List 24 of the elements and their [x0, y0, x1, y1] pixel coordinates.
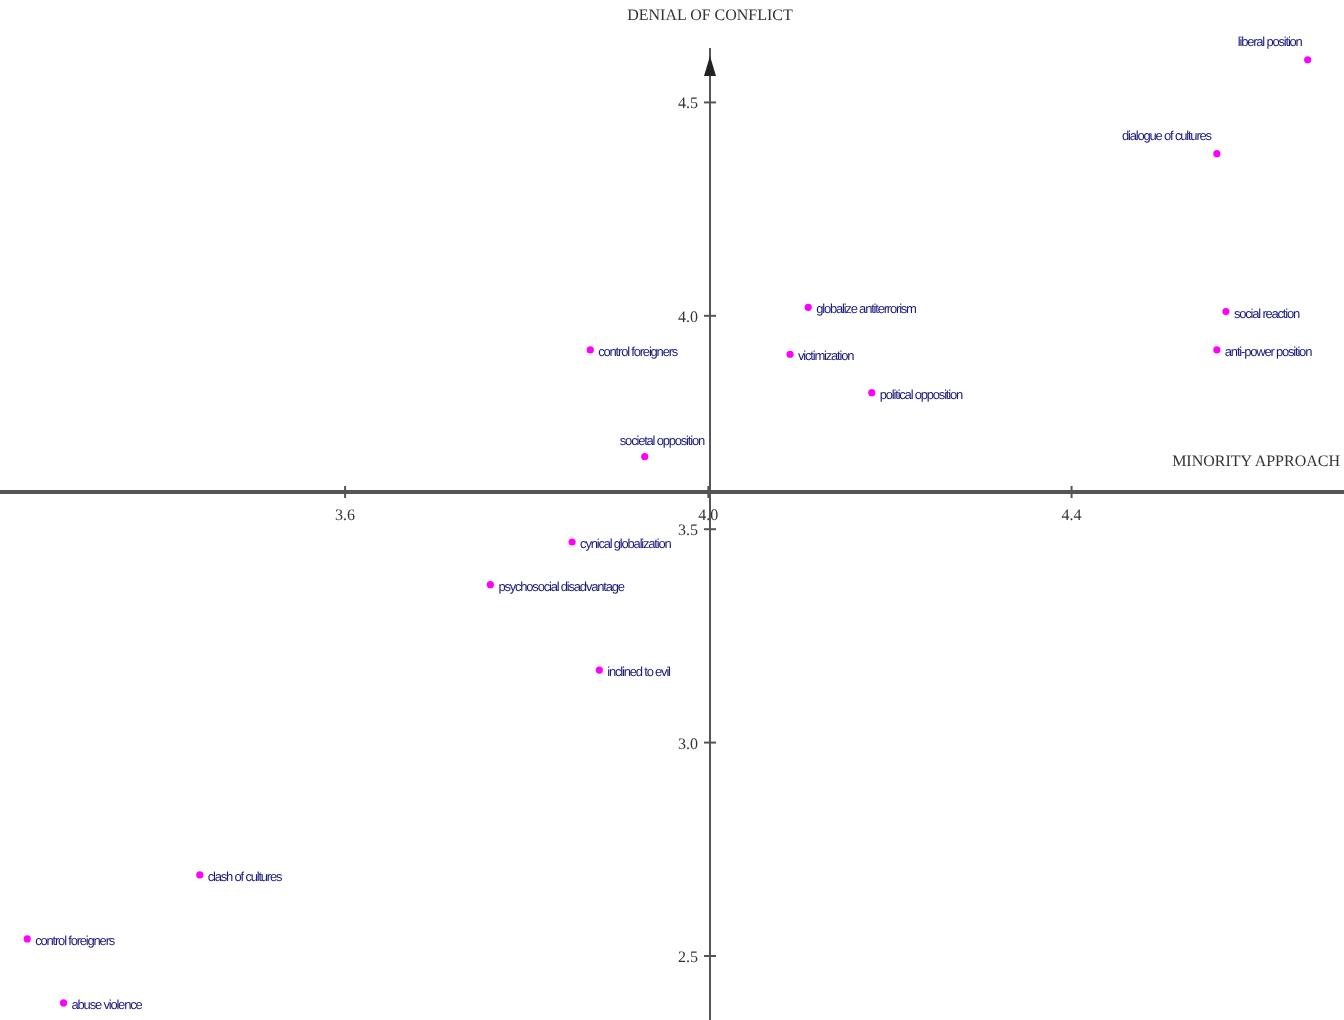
point — [868, 389, 876, 397]
point — [568, 538, 576, 546]
point — [641, 453, 649, 461]
point — [196, 871, 204, 879]
x-axis-title: MINORITY APPROACH — [1172, 452, 1340, 470]
point — [1304, 56, 1312, 64]
y-tick-label: 3.0 — [678, 734, 698, 753]
point — [595, 666, 603, 674]
x-tick-label: 4.4 — [1061, 506, 1082, 524]
point — [786, 350, 794, 358]
y-tick-label: 2.5 — [678, 947, 698, 966]
point — [1213, 150, 1221, 158]
x-tick-label: 3.6 — [335, 506, 356, 524]
point — [486, 581, 494, 589]
y-tick-label: 3.5 — [678, 521, 698, 540]
y-axis-title: DENIAL OF CONFLICT — [625, 6, 795, 24]
y-tick-label: 4.5 — [678, 94, 698, 113]
point — [59, 999, 68, 1007]
point — [23, 935, 31, 943]
point — [1213, 346, 1221, 354]
point — [1222, 307, 1230, 316]
y-tick-label: 4.0 — [678, 307, 698, 326]
point — [586, 346, 594, 354]
point — [804, 303, 812, 311]
